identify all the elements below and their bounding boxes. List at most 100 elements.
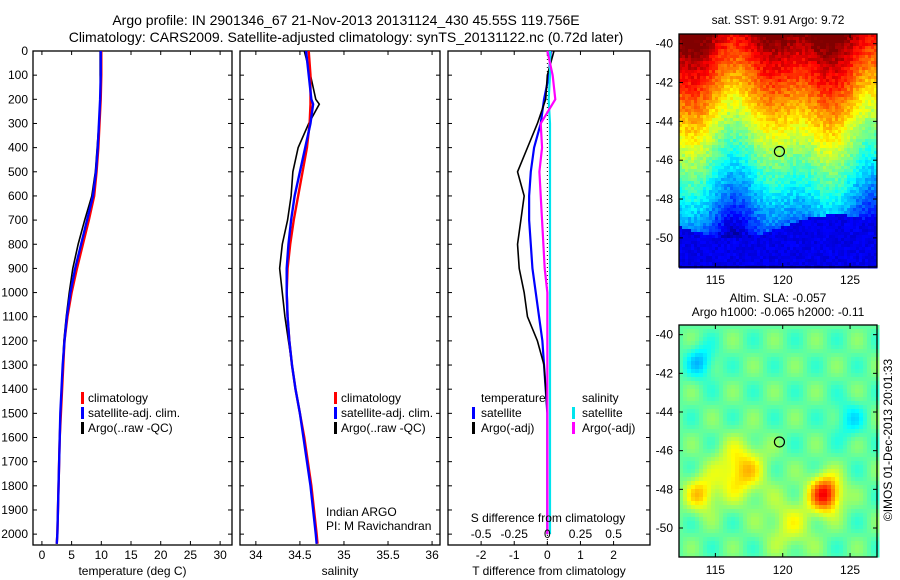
map-cell: [817, 49, 821, 53]
map-cell: [724, 100, 728, 104]
map-cell: [793, 145, 797, 149]
map-cell: [781, 151, 785, 155]
map-cell: [700, 160, 704, 164]
map-cell: [856, 181, 860, 185]
map-cell: [841, 229, 845, 233]
map-cell: [865, 241, 869, 245]
y-tick-label: 1000: [1, 286, 28, 300]
map-cell: [760, 199, 764, 203]
map-cell: [853, 103, 857, 107]
map-cell: [688, 70, 692, 74]
map-cell: [781, 79, 785, 83]
map-cell: [775, 169, 779, 173]
map-cell: [874, 121, 878, 125]
map-cell: [745, 97, 749, 101]
map-cell: [844, 178, 848, 182]
map-cell: [835, 40, 839, 44]
map-cell: [847, 124, 851, 128]
map-cell: [781, 40, 785, 44]
map-cell: [727, 166, 731, 170]
map-cell: [739, 34, 743, 38]
map-cell: [772, 169, 776, 173]
map-cell: [790, 205, 794, 209]
map-cell: [763, 211, 767, 215]
map-cell: [760, 91, 764, 95]
map-cell: [715, 196, 719, 200]
map-cell: [874, 127, 878, 131]
map-cell: [733, 166, 737, 170]
map-cell: [754, 160, 758, 164]
map-cell: [739, 58, 743, 62]
map-cell: [841, 34, 845, 38]
map-cell: [727, 163, 731, 167]
map-cell: [781, 70, 785, 74]
map-cell: [814, 187, 818, 191]
map-cell: [835, 154, 839, 158]
map-cell: [841, 169, 845, 173]
map-cell: [679, 220, 683, 224]
map-cell: [727, 190, 731, 194]
map-cell: [853, 82, 857, 86]
map-cell: [712, 241, 716, 245]
map-cell: [871, 193, 875, 197]
map-cell: [766, 184, 770, 188]
map-cell: [859, 118, 863, 122]
map-cell: [766, 157, 770, 161]
map-cell: [715, 115, 719, 119]
map-cell: [718, 157, 722, 161]
map-cell: [721, 226, 725, 230]
map-cell: [784, 187, 788, 191]
y-tick-label: 1600: [1, 431, 28, 445]
map-cell: [832, 163, 836, 167]
map-cell: [709, 205, 713, 209]
map-cell: [724, 52, 728, 56]
map-cell: [754, 40, 758, 44]
map-cell: [772, 106, 776, 110]
map-cell: [817, 208, 821, 212]
map-cell: [775, 130, 779, 134]
map-cell: [679, 64, 683, 68]
map-cell: [760, 145, 764, 149]
map-cell: [838, 151, 842, 155]
map-cell: [778, 112, 782, 116]
map-cell: [745, 148, 749, 152]
map-cell: [826, 172, 830, 176]
map-cell: [784, 121, 788, 125]
map-cell: [847, 187, 851, 191]
map-cell: [784, 82, 788, 86]
map-cell: [811, 109, 815, 113]
map-cell: [757, 94, 761, 98]
map-cell: [697, 85, 701, 89]
map-cell: [736, 160, 740, 164]
legend-swatch: [472, 407, 475, 419]
map-cell: [826, 124, 830, 128]
map-cell: [763, 160, 767, 164]
map-cell: [742, 244, 746, 248]
map-cell: [841, 184, 845, 188]
map-cell: [745, 202, 749, 206]
map-cell: [847, 166, 851, 170]
map-cell: [838, 181, 842, 185]
map-cell: [862, 124, 866, 128]
map-cell: [679, 187, 683, 191]
map-cell: [823, 34, 827, 38]
map-cell: [814, 190, 818, 194]
map-cell: [685, 184, 689, 188]
map-cell: [736, 145, 740, 149]
map-cell: [868, 154, 872, 158]
map-cell: [829, 88, 833, 92]
map-cell: [853, 175, 857, 179]
map-cell: [787, 67, 791, 71]
map-cell: [751, 82, 755, 86]
map-cell: [817, 148, 821, 152]
map-cell: [736, 196, 740, 200]
map-cell: [727, 208, 731, 212]
map-cell: [775, 88, 779, 92]
map-cell: [721, 247, 725, 251]
map-cell: [850, 130, 854, 134]
map-cell: [694, 82, 698, 86]
map-cell: [724, 214, 728, 218]
map-cell: [778, 184, 782, 188]
map-cell: [817, 118, 821, 122]
map-cell: [808, 178, 812, 182]
